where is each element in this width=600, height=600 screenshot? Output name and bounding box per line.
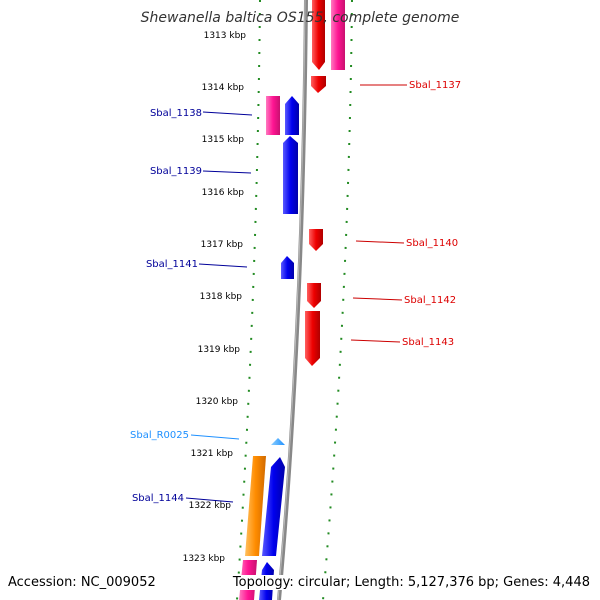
gene-label[interactable]: Sbal_1144 [132,493,184,504]
inner-tick-ring [236,0,261,600]
gene-label[interactable]: Sbal_1142 [404,295,456,306]
gene-arrow[interactable] [309,229,323,251]
ruler-label: 1321 kbp [191,449,234,459]
gene-leader-line [202,170,252,174]
gene-arrow[interactable] [331,0,345,70]
gene-leader-line [352,297,403,301]
ruler-label: 1316 kbp [202,188,245,198]
ruler-label: 1314 kbp [202,83,245,93]
gene-arrow[interactable] [245,456,266,556]
gene-arrow[interactable] [312,0,325,70]
gene-leader-line [198,263,248,268]
ruler-label: 1322 kbp [189,501,232,511]
gene-arrow[interactable] [285,96,299,135]
gene-leader-line [185,497,234,503]
ruler-label: 1317 kbp [201,240,244,250]
gene-arrow[interactable] [311,76,326,93]
genome-title: Shewanella baltica OS155, complete genom… [140,10,460,26]
gene-label[interactable]: Sbal_1138 [150,108,202,119]
genome-summary-text: Topology: circular; Length: 5,127,376 bp… [232,575,590,590]
ruler-label: 1315 kbp [202,135,245,145]
gene-leader-line [202,111,253,116]
ruler-label: 1323 kbp [183,554,226,564]
genome-backbone [277,0,308,600]
gene-arrow[interactable] [307,283,321,308]
gene-label[interactable]: Sbal_1143 [402,337,454,348]
gene-label[interactable]: Sbal_1140 [406,238,458,249]
outer-tick-ring [322,0,353,600]
gene-arrow[interactable] [266,96,280,135]
ruler-label: 1319 kbp [198,345,241,355]
ruler-label: 1320 kbp [196,397,239,407]
ruler-label: 1318 kbp [200,292,243,302]
gene-leader-line [355,240,405,244]
gene-label[interactable]: Sbal_1141 [146,259,198,270]
gene-arrow[interactable] [281,256,294,279]
gene-label[interactable]: Sbal_R0025 [130,430,189,441]
gene-arrow[interactable] [271,438,285,445]
ruler-label: 1313 kbp [204,31,247,41]
gene-label[interactable]: Sbal_1139 [150,166,202,177]
gene-label[interactable]: Sbal_1137 [409,80,461,91]
gene-arrow[interactable] [262,457,285,556]
gene-leader-line [350,339,401,343]
gene-arrow[interactable] [305,311,320,366]
accession-text: Accession: NC_009052 [8,575,156,590]
gene-arrow[interactable] [283,136,298,214]
gene-leader-line [190,434,240,440]
